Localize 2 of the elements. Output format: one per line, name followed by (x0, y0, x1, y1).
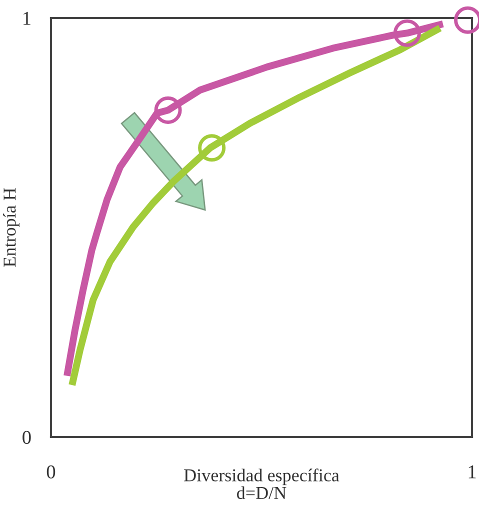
y-axis-title: Entropía H (3, 188, 20, 267)
x-axis-title: Diversidad específica d=D/N (184, 468, 340, 500)
